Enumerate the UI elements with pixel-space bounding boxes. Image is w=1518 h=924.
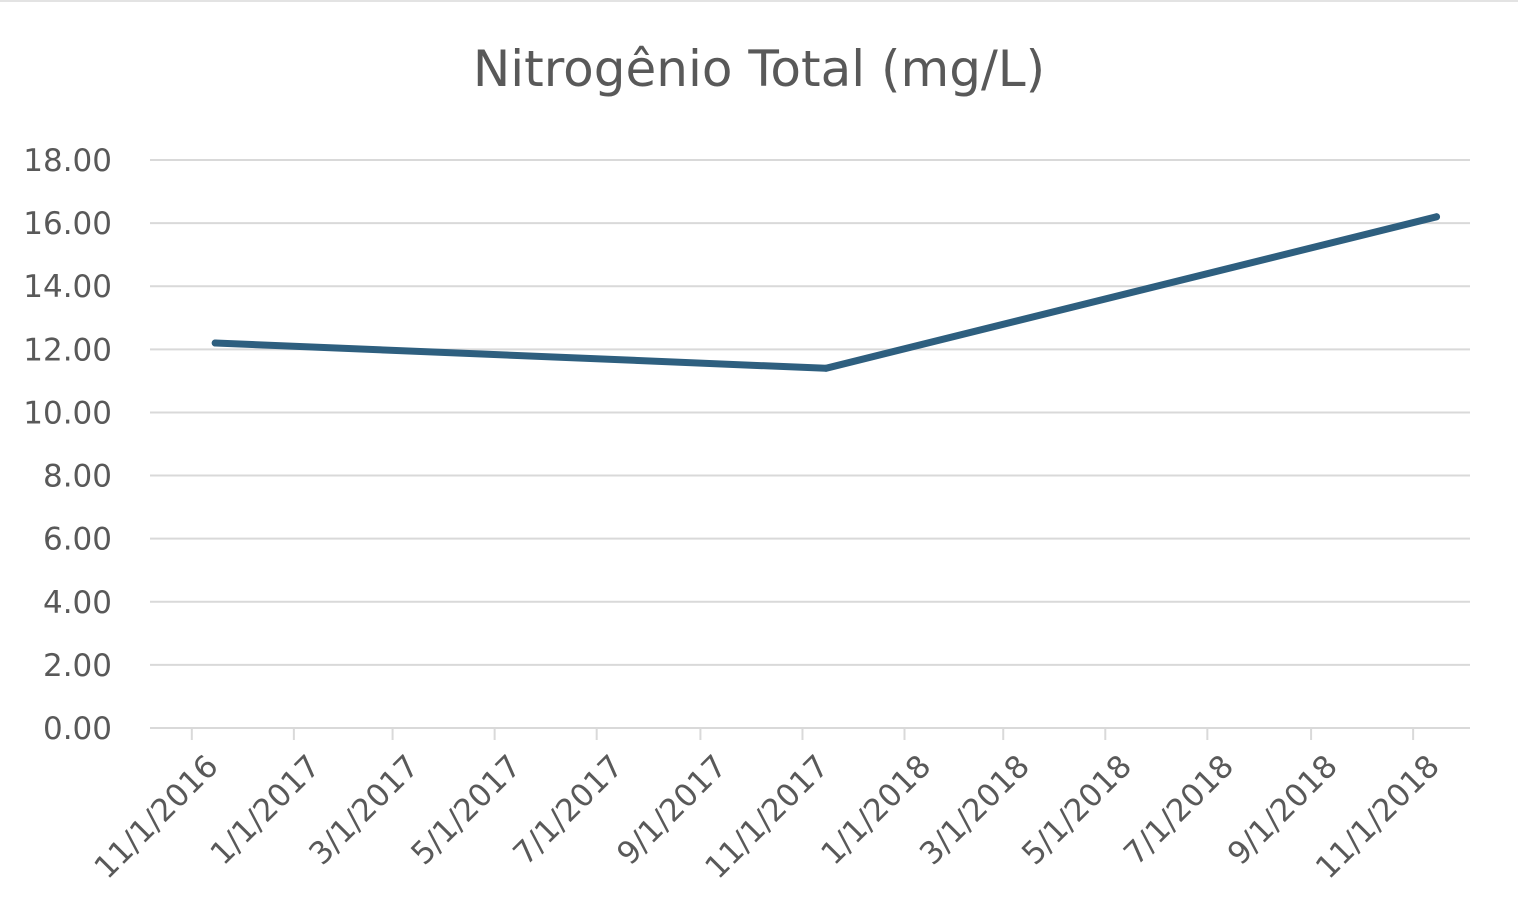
data-point — [1433, 213, 1441, 221]
data-point — [822, 364, 830, 372]
x-tick-label: 7/1/2018 — [1117, 748, 1241, 872]
x-axis — [150, 727, 1470, 740]
gridlines — [150, 159, 1470, 729]
x-tick-label: 7/1/2017 — [506, 748, 630, 872]
x-tick-label: 11/1/2016 — [88, 748, 226, 886]
series-line — [211, 213, 1440, 372]
y-tick-label: 18.00 — [23, 143, 112, 179]
y-tick-label: 14.00 — [23, 269, 112, 305]
x-tick-label: 3/1/2018 — [913, 748, 1037, 872]
series-layer — [211, 213, 1441, 372]
y-tick-label: 12.00 — [23, 332, 112, 368]
chart-title: Nitrogênio Total (mg/L) — [472, 40, 1046, 98]
y-tick-label: 4.00 — [43, 585, 112, 621]
data-point — [211, 339, 219, 347]
y-tick-label: 2.00 — [43, 648, 112, 684]
y-tick-label: 6.00 — [43, 522, 112, 558]
y-tick-label: 10.00 — [23, 395, 112, 431]
x-tick-label: 3/1/2017 — [302, 748, 426, 872]
x-axis-ticks: 11/1/20161/1/20173/1/20175/1/20177/1/201… — [88, 748, 1447, 886]
y-axis-ticks: 0.00 2.00 4.00 6.00 8.00 10.00 12.00 14.00 16.00… — [23, 143, 112, 747]
y-tick-label: 8.00 — [43, 459, 112, 495]
x-tick-label: 5/1/2017 — [404, 748, 528, 872]
y-tick-label: 16.00 — [23, 206, 112, 242]
x-tick-label: 5/1/2018 — [1015, 748, 1139, 872]
y-tick-label: 0.00 — [43, 711, 112, 747]
